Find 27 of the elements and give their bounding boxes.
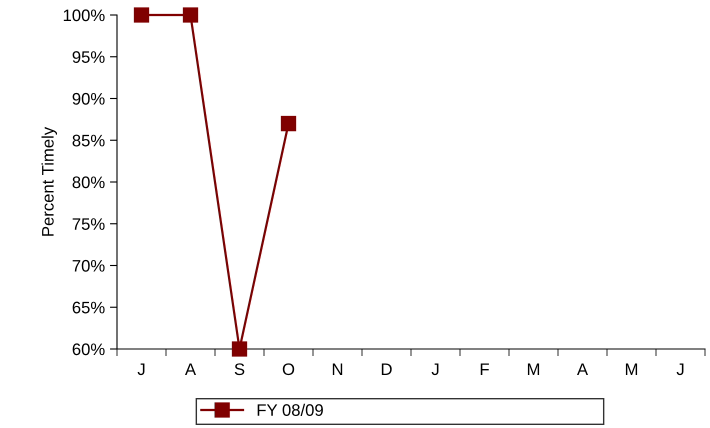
x-tick-label: D [382, 364, 392, 375]
x-tick-label: A [576, 364, 588, 375]
y-tick-label: 65% [72, 302, 105, 314]
y-tick-label: 95% [72, 51, 105, 63]
y-tick-label: 80% [72, 176, 105, 188]
x-tick-label: M [626, 364, 638, 375]
x-tick-label: M [528, 364, 540, 375]
x-tick-label: F [480, 364, 489, 375]
y-tick-label: 60% [72, 343, 105, 356]
point [182, 7, 198, 23]
y-tick-label: 75% [72, 218, 105, 230]
y-tick-label: 70% [72, 260, 105, 272]
x-tick-label: J [432, 364, 438, 376]
legend-label: FY 08/09 [258, 404, 323, 416]
x-tick-label: O [282, 363, 294, 376]
x-tick-label: A [184, 364, 196, 375]
point [232, 341, 248, 357]
x-tick-label: N [332, 364, 342, 375]
y-axis-title: Percent Timely [41, 126, 58, 236]
point [280, 116, 296, 132]
y-tick-label: 100% [64, 9, 105, 22]
y-tick-label: 90% [72, 92, 105, 105]
x-tick-label: S [234, 363, 244, 376]
y-tick-label: 85% [72, 134, 105, 146]
point [134, 7, 150, 23]
x-tick-label: J [676, 364, 684, 376]
x-tick-label: J [138, 364, 144, 376]
